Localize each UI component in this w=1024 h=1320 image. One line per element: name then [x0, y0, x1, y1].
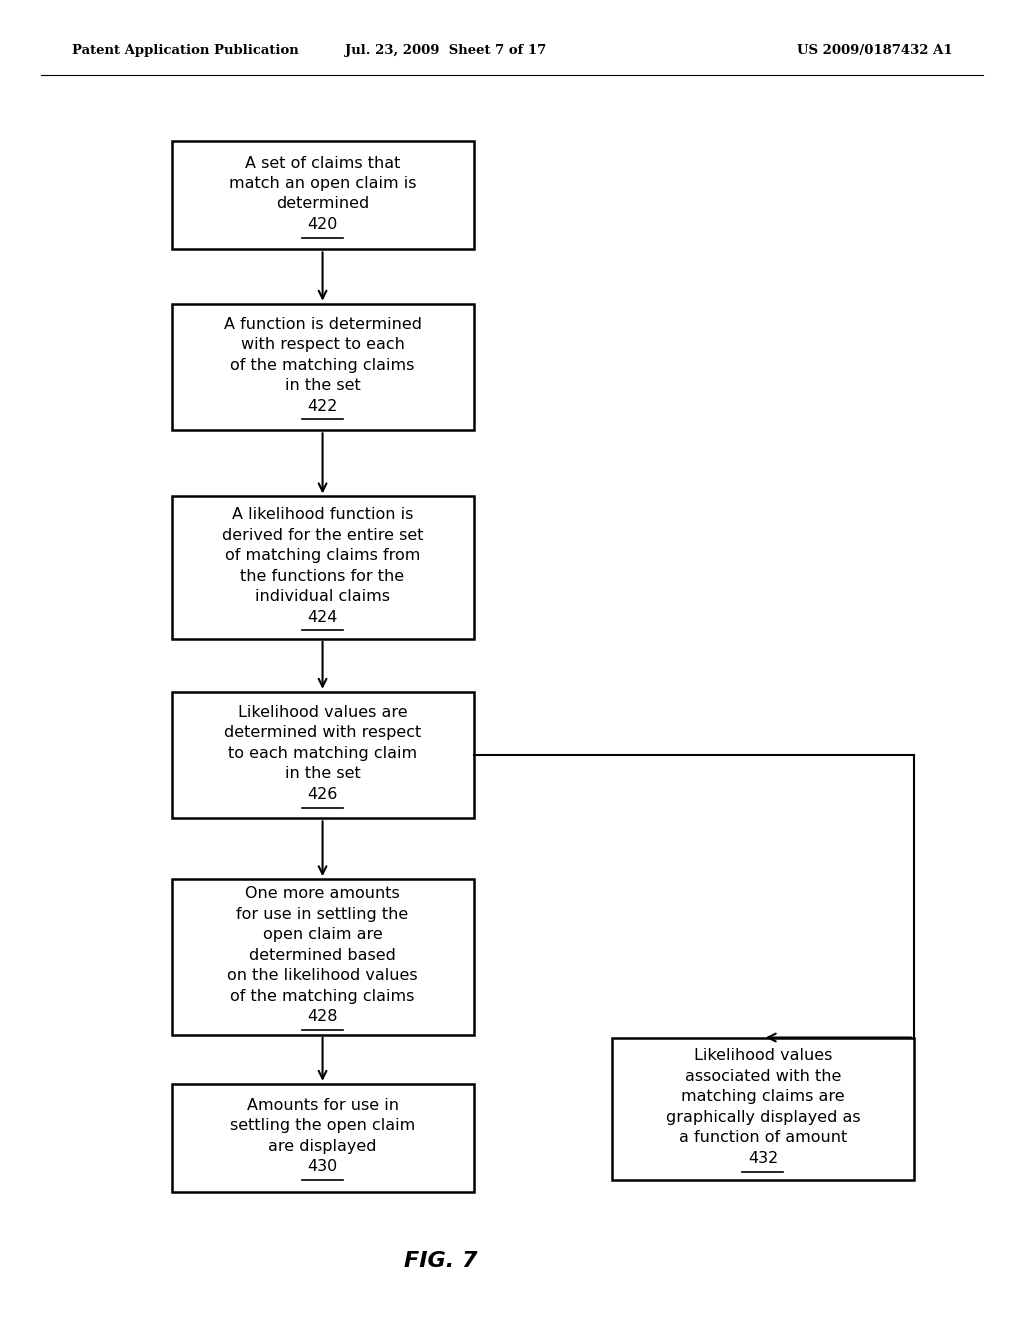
Text: determined: determined — [275, 197, 370, 211]
Bar — [172, 692, 473, 818]
Text: 428: 428 — [307, 1010, 338, 1024]
Text: with respect to each: with respect to each — [241, 338, 404, 352]
Text: of the matching claims: of the matching claims — [230, 358, 415, 372]
Text: a function of amount: a function of amount — [679, 1130, 847, 1146]
Bar — [172, 496, 473, 639]
Bar — [172, 304, 473, 430]
Text: individual claims: individual claims — [255, 589, 390, 605]
Text: match an open claim is: match an open claim is — [228, 176, 417, 191]
Bar — [172, 141, 473, 249]
Text: 432: 432 — [748, 1151, 778, 1166]
Text: associated with the: associated with the — [685, 1069, 841, 1084]
Bar — [172, 879, 473, 1035]
Text: matching claims are: matching claims are — [681, 1089, 845, 1105]
Text: settling the open claim: settling the open claim — [230, 1118, 415, 1134]
Text: A likelihood function is: A likelihood function is — [231, 507, 414, 523]
Text: 424: 424 — [307, 610, 338, 624]
Text: Jul. 23, 2009  Sheet 7 of 17: Jul. 23, 2009 Sheet 7 of 17 — [345, 44, 546, 57]
Text: in the set: in the set — [285, 767, 360, 781]
Text: Likelihood values: Likelihood values — [693, 1048, 833, 1064]
Text: determined based: determined based — [249, 948, 396, 962]
Text: to each matching claim: to each matching claim — [228, 746, 417, 760]
Bar — [172, 1084, 473, 1192]
Text: US 2009/0187432 A1: US 2009/0187432 A1 — [797, 44, 952, 57]
Text: of the matching claims: of the matching claims — [230, 989, 415, 1003]
Text: in the set: in the set — [285, 379, 360, 393]
Text: open claim are: open claim are — [263, 928, 382, 942]
Text: Amounts for use in: Amounts for use in — [247, 1098, 398, 1113]
Bar — [612, 1038, 914, 1180]
Text: the functions for the: the functions for the — [241, 569, 404, 583]
Text: Patent Application Publication: Patent Application Publication — [72, 44, 298, 57]
Text: graphically displayed as: graphically displayed as — [666, 1110, 860, 1125]
Text: are displayed: are displayed — [268, 1139, 377, 1154]
Text: 420: 420 — [307, 216, 338, 232]
Text: A function is determined: A function is determined — [223, 317, 422, 331]
Text: 426: 426 — [307, 787, 338, 801]
Text: One more amounts: One more amounts — [245, 887, 400, 902]
Text: 422: 422 — [307, 399, 338, 413]
Text: A set of claims that: A set of claims that — [245, 156, 400, 170]
Text: on the likelihood values: on the likelihood values — [227, 969, 418, 983]
Text: determined with respect: determined with respect — [224, 726, 421, 741]
Text: Likelihood values are: Likelihood values are — [238, 705, 408, 719]
Text: of matching claims from: of matching claims from — [225, 548, 420, 564]
Text: FIG. 7: FIG. 7 — [403, 1250, 477, 1271]
Text: derived for the entire set: derived for the entire set — [222, 528, 423, 543]
Text: for use in settling the: for use in settling the — [237, 907, 409, 921]
Text: 430: 430 — [307, 1159, 338, 1175]
